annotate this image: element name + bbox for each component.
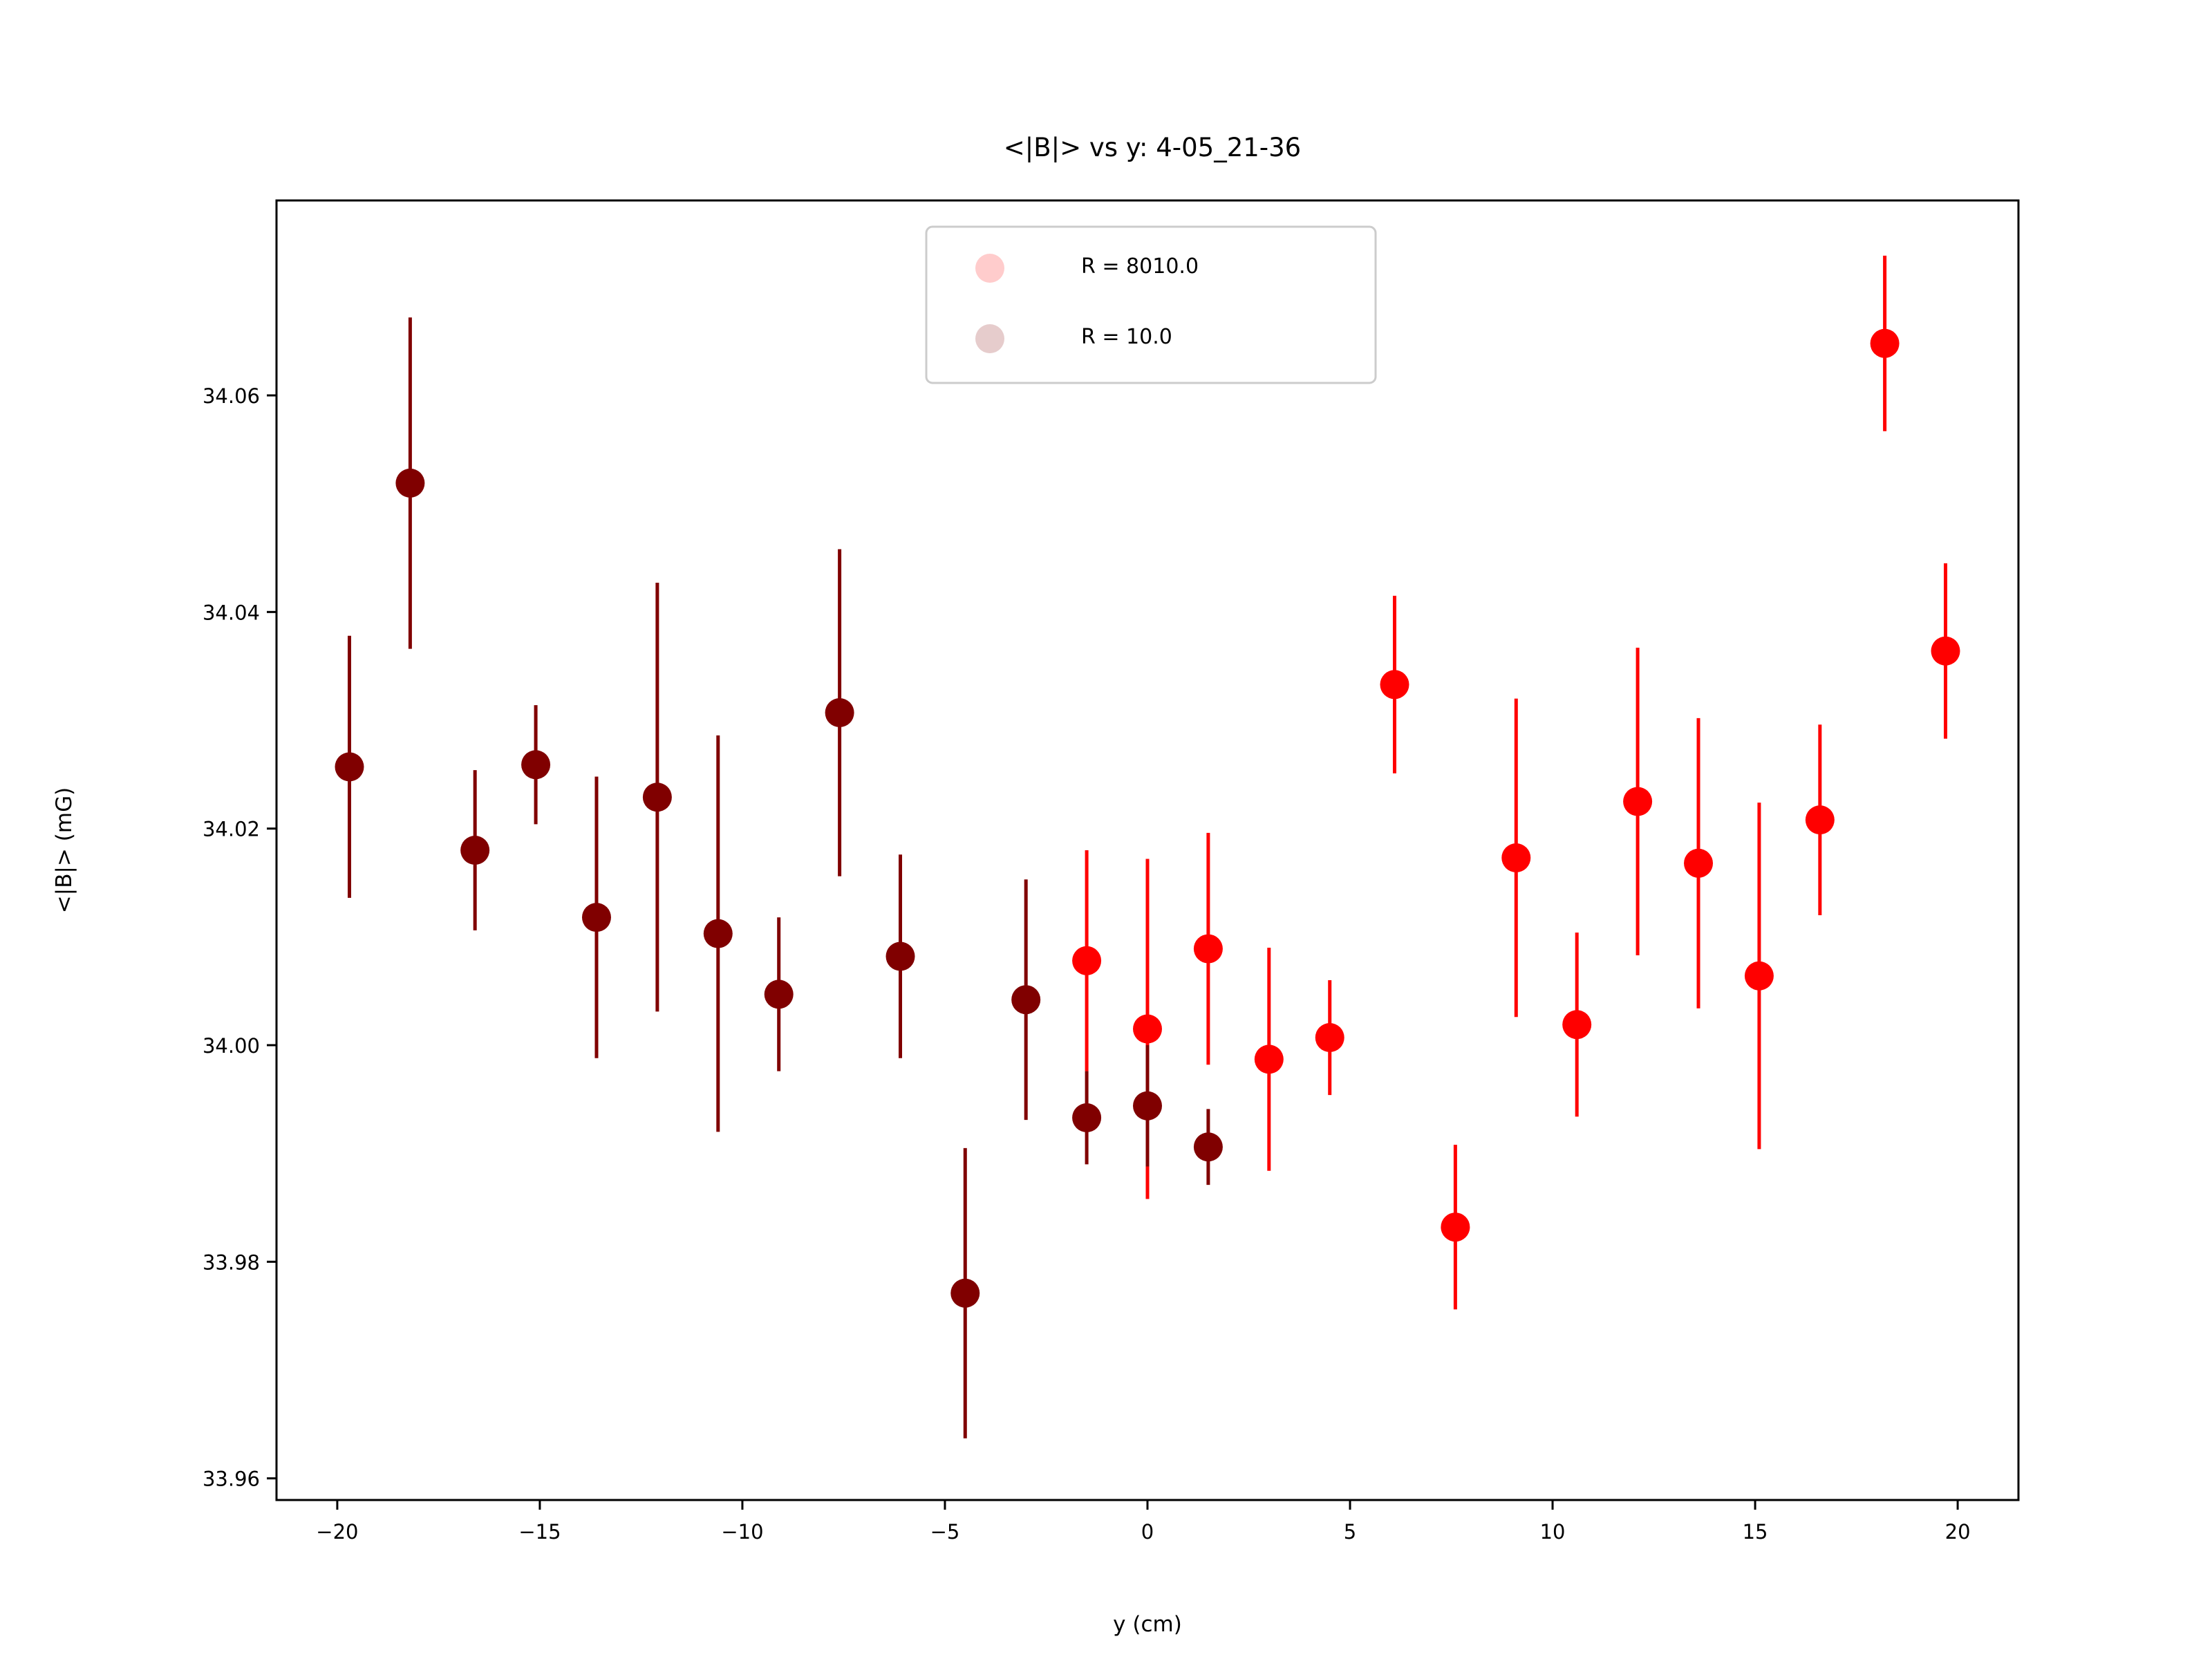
legend-frame [925, 225, 1377, 384]
legend: R = 8010.0 R = 10.0 [925, 225, 1377, 384]
data-point-s1-p11 [1011, 985, 1041, 1015]
x-tick-label: 0 [1141, 1520, 1154, 1544]
data-point-s1-p0 [335, 752, 364, 782]
chart-title: <|B|> vs y: 4-05_21-36 [1004, 133, 1301, 162]
y-tick-label: 34.02 [203, 818, 260, 841]
legend-label-r10: R = 10.0 [1081, 325, 1172, 349]
data-point-s1-p10 [950, 1278, 980, 1308]
data-point-s0-p14 [1931, 636, 1960, 666]
data-point-s1-p2 [460, 836, 490, 865]
data-point-s0-p11 [1744, 961, 1774, 991]
y-tick-label: 33.98 [203, 1250, 260, 1274]
plot-area [335, 255, 1960, 1438]
data-point-s1-p3 [521, 750, 551, 780]
data-point-s0-p1 [1133, 1014, 1162, 1044]
data-point-s1-p8 [825, 698, 854, 728]
x-tick-label: 20 [1945, 1520, 1971, 1544]
data-point-s0-p13 [1870, 328, 1900, 358]
data-point-s1-p12 [1072, 1103, 1102, 1132]
data-point-s1-p5 [642, 782, 672, 812]
data-point-s0-p0 [1072, 946, 1102, 975]
data-point-s1-p13 [1133, 1091, 1162, 1121]
y-tick-label: 34.00 [203, 1034, 260, 1058]
data-point-s0-p3 [1254, 1044, 1284, 1074]
data-point-s1-p7 [764, 980, 794, 1009]
x-axis-label: y (cm) [1113, 1612, 1182, 1637]
y-tick-label: 34.06 [203, 384, 260, 408]
data-point-s0-p10 [1684, 848, 1714, 878]
x-tick-label: 10 [1540, 1520, 1566, 1544]
x-tick-label: −5 [930, 1520, 960, 1544]
x-tick-label: 15 [1743, 1520, 1768, 1544]
y-axis-label: <|B|> (mG) [52, 787, 77, 913]
data-point-s1-p4 [581, 903, 611, 932]
x-tick-label: −10 [721, 1520, 763, 1544]
data-point-s1-p14 [1193, 1132, 1223, 1162]
data-point-s1-p6 [703, 919, 733, 948]
data-point-s0-p9 [1623, 787, 1653, 816]
data-point-s0-p5 [1380, 670, 1409, 700]
data-point-s0-p6 [1441, 1212, 1470, 1242]
data-point-s1-p1 [395, 468, 425, 498]
data-point-s1-p9 [885, 941, 915, 971]
data-point-s0-p2 [1193, 934, 1223, 964]
y-axis: 33.96 33.98 34.00 34.02 34.04 34.06 [203, 384, 276, 1491]
y-tick-label: 33.96 [203, 1468, 260, 1491]
data-point-s0-p7 [1501, 843, 1531, 872]
x-tick-label: −20 [316, 1520, 358, 1544]
x-axis: −20 −15 −10 −5 0 5 10 15 20 [316, 1500, 1971, 1544]
data-point-s0-p4 [1315, 1023, 1344, 1053]
x-tick-label: 5 [1344, 1520, 1356, 1544]
data-point-s0-p12 [1805, 805, 1835, 835]
x-tick-label: −15 [518, 1520, 561, 1544]
data-point-s0-p8 [1562, 1010, 1592, 1040]
legend-label-r8010: R = 8010.0 [1081, 254, 1199, 279]
y-tick-label: 34.04 [203, 601, 260, 624]
